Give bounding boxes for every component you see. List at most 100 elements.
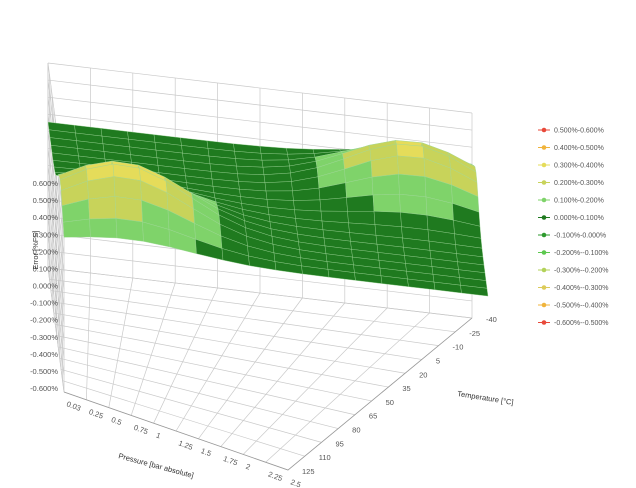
y-tick-label: 110 <box>319 453 331 462</box>
z-tick-label: 0.100% <box>33 264 59 273</box>
surface-patch <box>399 193 428 216</box>
floor-gridline <box>49 278 456 333</box>
x-tick-label: 1.75 <box>222 454 239 467</box>
floor-gridline <box>108 277 134 408</box>
surface-patch <box>293 199 322 212</box>
floor-gridline <box>55 324 389 388</box>
legend-marker <box>541 127 547 133</box>
floor-gridline <box>265 312 430 463</box>
surface-patch <box>235 158 264 168</box>
legend-label: 0.500%-0.600% <box>554 128 604 135</box>
floor-gridline <box>220 302 346 447</box>
z-tick-label: -0.500% <box>30 367 58 376</box>
surface-patch <box>260 153 289 161</box>
z-tick-label: 0.300% <box>33 230 59 239</box>
x-tick-label: 2.25 <box>267 470 284 483</box>
surface-patch <box>319 197 348 212</box>
floor-gridline <box>52 301 422 360</box>
floor-gridline <box>47 267 473 319</box>
legend-marker <box>541 232 547 238</box>
surface-patch <box>371 173 400 196</box>
legend: 0.500%-0.600% 0.400%-0.500% 0.300%-0.400% 0… <box>538 127 608 327</box>
x-tick-label: 0.75 <box>133 423 150 436</box>
floor-gridline <box>58 346 355 416</box>
legend-marker <box>541 285 547 290</box>
surface-patch <box>114 196 143 223</box>
x-tick-label: 1.5 <box>200 446 213 458</box>
floor-gridline <box>60 369 322 443</box>
legend-label: -0.100%-0.000% <box>554 233 606 240</box>
floor-gridline <box>56 335 372 402</box>
surface-patch <box>346 194 375 212</box>
legend-label: -0.200%--0.100% <box>554 250 608 257</box>
z-tick-label: -0.600% <box>30 384 58 393</box>
legend-label: -0.600%--0.500% <box>554 320 608 327</box>
floor-gridline <box>198 297 303 440</box>
surface-patch <box>372 193 401 213</box>
legend-marker <box>541 320 547 325</box>
surface-patch <box>115 218 144 242</box>
y-tick-label: 35 <box>402 384 410 393</box>
z-tick-label: -0.300% <box>30 333 58 342</box>
legend-marker <box>541 250 547 255</box>
surface-patch <box>397 155 426 177</box>
surface-patch <box>460 284 489 297</box>
legend-marker <box>541 162 547 168</box>
legend-marker <box>541 197 547 203</box>
legend-label: -0.400%--0.300% <box>554 285 608 292</box>
x-axis-label: Pressure [bar absolute] <box>117 451 194 480</box>
legend-label: 0.200%-0.300% <box>554 180 604 187</box>
surface-patch <box>265 190 294 201</box>
surface-patch <box>89 218 118 239</box>
legend-marker <box>541 180 547 185</box>
y-tick-label: 95 <box>335 439 343 448</box>
x-tick-label: 0.03 <box>65 399 82 412</box>
z-tick-label: 0.200% <box>33 247 59 256</box>
z-tick-label: 0.400% <box>33 213 59 222</box>
y-tick-label: 5 <box>436 356 440 365</box>
floor-gridline <box>175 292 261 432</box>
legend-marker <box>541 215 547 220</box>
error-surface <box>47 121 489 297</box>
floor-gridline <box>242 307 388 455</box>
legend-marker <box>541 302 547 308</box>
floor-gridline <box>53 312 406 374</box>
floor-gridline <box>62 380 305 457</box>
x-tick-label: 1.25 <box>177 438 194 451</box>
surface-patch <box>264 181 293 192</box>
legend-label: -0.500%--0.400% <box>554 303 608 310</box>
z-tick-label: -0.200% <box>30 316 58 325</box>
z-tick-label: 0.500% <box>33 196 59 205</box>
x-tick-label: 1 <box>155 431 162 441</box>
surface-patch <box>398 173 427 198</box>
floor-gridline <box>86 272 91 400</box>
surface-patch <box>263 172 292 183</box>
y-tick-label: 80 <box>352 426 360 435</box>
x-tick-label: 2.5 <box>289 477 302 488</box>
surface-patch <box>88 196 117 220</box>
surface-patch <box>347 211 376 225</box>
legend-label: 0.400%-0.500% <box>554 145 604 152</box>
floor-edge <box>63 317 473 471</box>
surface-patch <box>237 173 266 183</box>
surface-patch <box>62 218 91 238</box>
legend-marker <box>541 267 547 273</box>
legend-label: 0.000%-0.100% <box>554 215 604 222</box>
legend-label: -0.300%--0.200% <box>554 268 608 275</box>
x-tick-label: 2 <box>245 462 252 472</box>
surface-patch <box>373 211 402 228</box>
y-tick-label: -25 <box>469 329 480 338</box>
z-tick-label: -0.400% <box>30 350 58 359</box>
y-tick-label: 50 <box>386 398 394 407</box>
x-tick-label: 0.5 <box>110 415 123 427</box>
legend-label: 0.300%-0.400% <box>554 163 604 170</box>
y-tick-label: 20 <box>419 370 427 379</box>
surface-patch <box>259 145 288 155</box>
surface-patch <box>236 165 265 175</box>
x-tick-label: 0.25 <box>88 407 105 420</box>
legend-marker <box>541 145 547 150</box>
floor-gridline <box>130 282 176 416</box>
y-tick-label: -10 <box>453 343 464 352</box>
floor-gridline <box>50 290 439 346</box>
